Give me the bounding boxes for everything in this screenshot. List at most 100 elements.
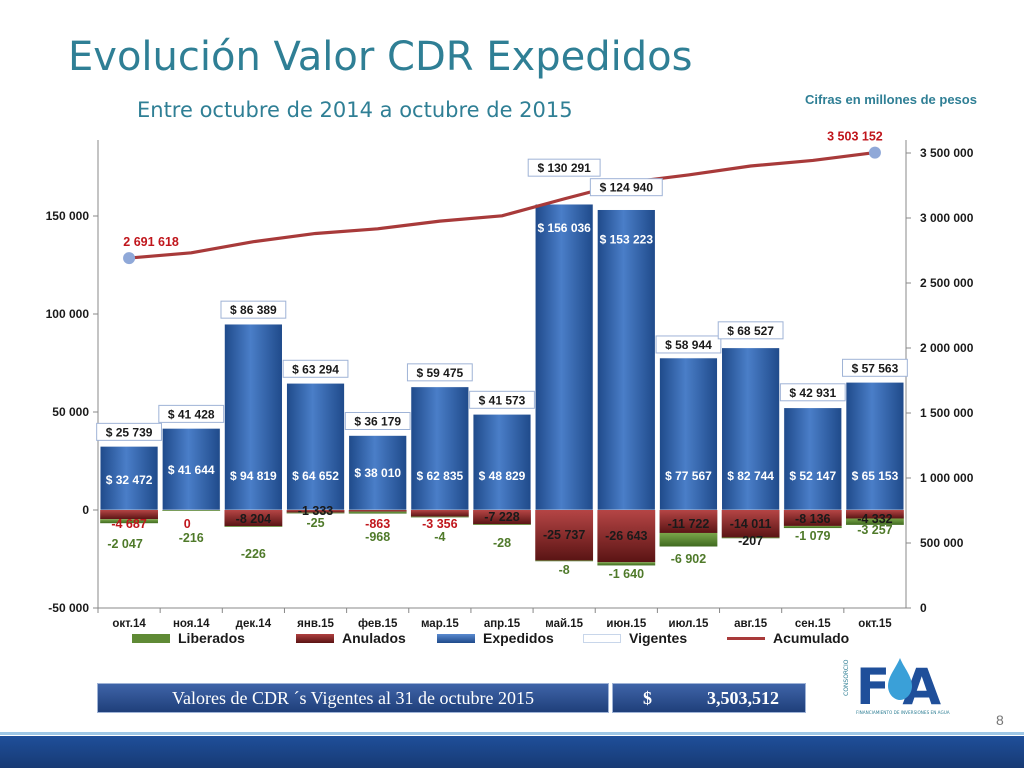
x-tick-label: июл.15 xyxy=(669,618,710,630)
y-tick-label-right: 3 000 000 xyxy=(920,211,974,225)
label-liberados: -1 640 xyxy=(609,567,644,581)
water-drop-icon xyxy=(888,658,912,700)
label-vigentes: $ 86 389 xyxy=(230,303,277,317)
marker-acumulado xyxy=(123,252,136,265)
label-anulados: -863 xyxy=(365,517,390,531)
summary-label: Valores de CDR ´s Vigentes al 31 de octu… xyxy=(171,687,534,708)
bar-expedidos xyxy=(721,347,780,511)
bar-anulados xyxy=(286,510,345,513)
label-anulados: 0 xyxy=(184,517,191,531)
label-anulados: -4 332 xyxy=(857,512,892,526)
legend-swatch-acumulado xyxy=(727,636,765,640)
x-tick-label: июн.15 xyxy=(606,618,646,630)
y-tick-label-left: 0 xyxy=(82,503,89,517)
label-box-vigentes xyxy=(158,404,225,423)
x-tick-label: окт.15 xyxy=(858,618,892,630)
label-box-vigentes xyxy=(655,335,722,354)
bar-expedidos xyxy=(659,357,718,511)
label-vigentes: $ 41 428 xyxy=(168,407,215,421)
label-vigentes: $ 36 179 xyxy=(354,415,401,429)
y-tick-label-right: 500 000 xyxy=(920,536,964,550)
label-vigentes: $ 41 573 xyxy=(479,393,526,407)
line-acumulado xyxy=(128,151,876,260)
label-expedidos: $ 48 829 xyxy=(479,469,526,483)
x-tick-label: сен.15 xyxy=(795,618,831,630)
label-vigentes: $ 25 739 xyxy=(106,425,153,439)
bar-anulados xyxy=(348,510,407,512)
bar-anulados xyxy=(846,510,904,519)
label-expedidos: $ 94 819 xyxy=(230,469,277,483)
label-vigentes: $ 124 940 xyxy=(600,181,654,195)
label-liberados: -6 902 xyxy=(671,552,706,566)
label-liberados: -2 047 xyxy=(107,537,142,551)
chart-legend: Liberados Anulados Expedidos Vigentes Ac… xyxy=(0,630,1024,648)
y-tick-label-left: 50 000 xyxy=(52,405,89,419)
bar-anulados xyxy=(659,510,718,533)
x-tick-label: дек.14 xyxy=(236,618,272,630)
label-liberados: -4 xyxy=(434,530,445,544)
y-tick-label-left: 150 000 xyxy=(46,209,90,223)
label-vigentes: $ 68 527 xyxy=(727,324,774,338)
label-anulados: -4 687 xyxy=(111,517,146,531)
x-tick-label: фев.15 xyxy=(358,618,398,630)
label-box-vigentes xyxy=(96,422,162,441)
label-anulados: -8 204 xyxy=(236,512,271,526)
label-vigentes: $ 57 563 xyxy=(852,361,899,375)
bar-liberados xyxy=(535,560,594,562)
bar-anulados xyxy=(473,510,531,525)
label-expedidos: $ 41 644 xyxy=(168,463,215,477)
label-expedidos: $ 77 567 xyxy=(665,469,712,483)
label-box-vigentes xyxy=(406,363,473,382)
bar-anulados xyxy=(224,510,283,527)
legend-label-liberados: Liberados xyxy=(178,630,245,646)
label-box-vigentes xyxy=(220,300,287,319)
summary-amount: 3,503,512 xyxy=(707,687,779,708)
y-tick-label-right: 0 xyxy=(920,601,927,615)
bar-anulados xyxy=(597,510,656,563)
label-liberados: -28 xyxy=(493,536,511,550)
label-expedidos: $ 38 010 xyxy=(354,466,401,480)
label-expedidos: $ 82 744 xyxy=(727,469,774,483)
page-number: 8 xyxy=(996,712,1004,728)
legend-swatch-liberados xyxy=(132,633,170,643)
logo-side-text: CONSORCIO xyxy=(843,659,850,696)
label-vigentes: $ 130 291 xyxy=(537,161,591,175)
label-expedidos: $ 62 835 xyxy=(416,469,463,483)
bar-expedidos xyxy=(472,413,532,511)
bar-liberados xyxy=(659,532,718,547)
label-liberados: -1 079 xyxy=(795,529,830,543)
y-tick-label-right: 3 500 000 xyxy=(920,146,974,160)
label-liberados: -216 xyxy=(179,531,204,545)
bar-anulados xyxy=(410,510,469,517)
label-expedidos: $ 65 153 xyxy=(852,469,899,483)
logo-tagline: FINANCIAMIENTO DE INVERSIONES EN AGUA xyxy=(856,710,950,715)
x-tick-label: май.15 xyxy=(545,618,583,630)
label-expedidos: $ 32 472 xyxy=(106,473,153,487)
cdr-chart: -50 000 0 50 000 100 000 150 000 0 500 000 1 00… xyxy=(46,130,974,630)
label-box-vigentes xyxy=(717,321,784,340)
label-liberados: -8 xyxy=(559,563,570,577)
bar-expedidos xyxy=(845,382,905,511)
y-tick-label-left: 100 000 xyxy=(46,307,90,321)
summary-currency: $ xyxy=(643,687,652,708)
marker-acumulado xyxy=(868,146,881,159)
label-anulados: -3 356 xyxy=(422,517,457,531)
label-box-vigentes xyxy=(589,178,663,197)
bar-liberados xyxy=(224,526,283,527)
label-box-vigentes xyxy=(469,390,535,409)
bar-anulados xyxy=(535,510,594,561)
bar-expedidos xyxy=(99,446,159,511)
page-title: Evolución Valor CDR Expedidos xyxy=(68,34,693,80)
footer-bar xyxy=(0,736,1024,768)
bar-liberados xyxy=(348,511,407,514)
label-liberados: -25 xyxy=(306,516,324,530)
label-expedidos: $ 153 223 xyxy=(600,233,654,247)
label-box-vigentes xyxy=(779,383,846,402)
label-acumulado-end: 3 503 152 xyxy=(827,130,883,144)
bar-anulados xyxy=(100,510,158,520)
y-tick-label-right: 2 000 000 xyxy=(920,341,974,355)
bar-expedidos xyxy=(783,407,842,511)
legend-swatch-expedidos xyxy=(437,633,475,643)
bar-liberados xyxy=(100,519,158,524)
label-liberados: -207 xyxy=(738,534,763,548)
